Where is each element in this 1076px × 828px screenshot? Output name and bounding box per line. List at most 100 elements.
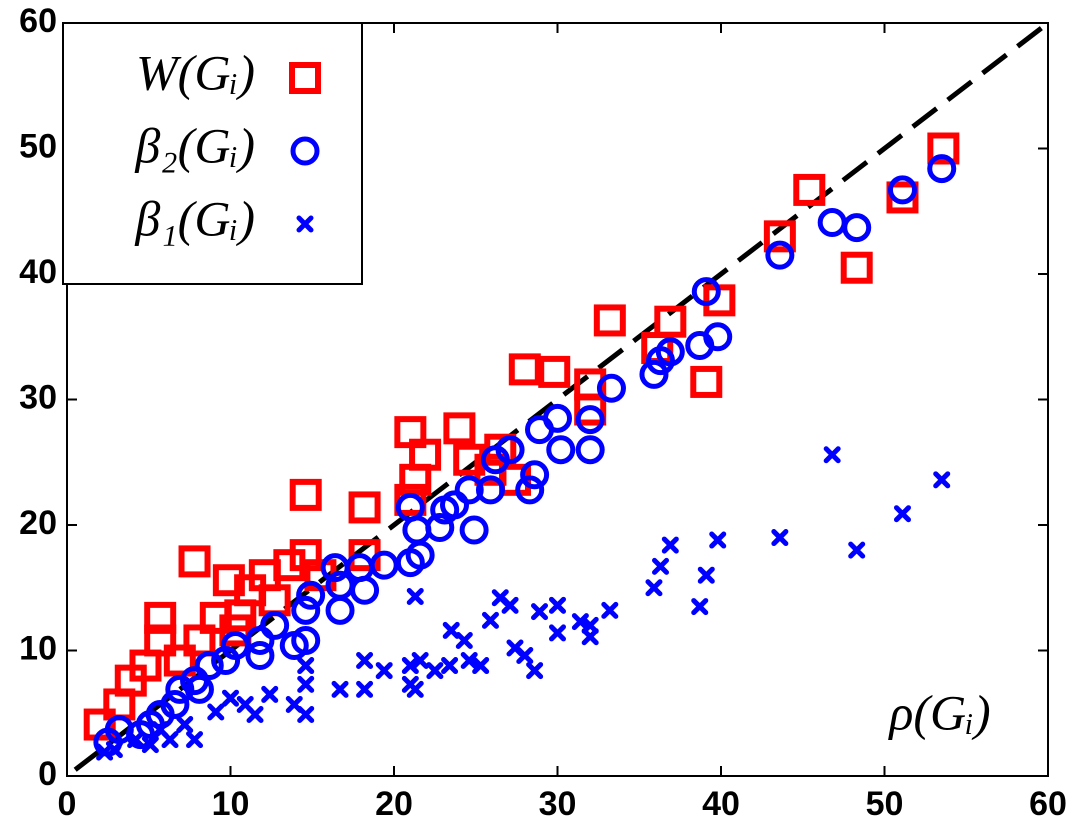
cross-marker [531, 603, 549, 621]
circle-marker [325, 595, 355, 625]
cross-marker [222, 689, 239, 707]
circle-marker [887, 175, 917, 205]
cross-marker [297, 657, 315, 675]
circle-marker [575, 405, 605, 435]
circle-marker [350, 575, 380, 605]
y-tick-label: 50 [19, 127, 57, 165]
x-tick-label: 20 [375, 785, 413, 823]
square-marker [144, 601, 177, 634]
cross-marker [933, 471, 951, 489]
legend-label: W(Gᵢ) [136, 44, 255, 100]
square-marker [927, 132, 960, 165]
x-tick-label: 0 [58, 785, 77, 823]
circle-marker [194, 651, 224, 681]
cross-marker [176, 716, 194, 734]
square-marker [394, 483, 427, 516]
square-marker [289, 62, 321, 94]
cross-marker [697, 566, 715, 584]
circle-marker [291, 595, 321, 625]
legend-box [62, 22, 363, 285]
cross-marker [411, 652, 429, 670]
cross-marker [571, 613, 589, 631]
x-tick-label: 60 [1029, 785, 1067, 823]
cross-marker [460, 652, 478, 670]
legend: W(Gᵢ) β₂(Gᵢ) β₁(Gᵢ) [62, 22, 363, 285]
square-marker [793, 173, 826, 206]
circle-marker [520, 460, 550, 490]
square-marker [690, 365, 723, 398]
circle-marker [184, 674, 214, 704]
cross-marker [481, 611, 499, 629]
x-tick-label: 30 [539, 785, 577, 823]
x-tick-label: 10 [212, 785, 250, 823]
cross-marker [296, 215, 314, 233]
circle-marker [430, 495, 460, 525]
y-tick-label: 60 [19, 2, 57, 40]
square-marker [840, 251, 873, 284]
cross-marker [356, 680, 374, 698]
cross-marker [709, 531, 727, 549]
circle-marker [927, 154, 957, 184]
cross-marker [472, 657, 490, 675]
circle-marker [685, 331, 715, 361]
square-marker [508, 353, 541, 386]
circle-marker [646, 346, 676, 376]
square-marker [129, 649, 162, 682]
cross-marker [331, 680, 349, 698]
cross-marker [426, 662, 444, 680]
x-axis-label: ρ(Gᵢ) [887, 684, 990, 740]
circle-marker [454, 475, 484, 505]
cross-marker [771, 529, 789, 547]
y-tick-label: 20 [19, 504, 57, 542]
x-tick-label: 40 [702, 785, 740, 823]
cross-marker [442, 621, 460, 639]
cross-marker [848, 541, 866, 559]
cross-marker [893, 505, 911, 523]
cross-marker [186, 731, 204, 749]
cross-marker [491, 589, 509, 607]
cross-marker [506, 639, 524, 657]
circle-marker [525, 415, 555, 445]
cross-marker [375, 662, 393, 680]
y-tick-label: 30 [19, 378, 57, 416]
circle-marker [691, 277, 721, 307]
cross-marker [526, 662, 544, 680]
cross-marker [581, 628, 599, 646]
x-tick-label: 50 [866, 785, 904, 823]
square-marker [183, 624, 216, 657]
circle-marker [245, 641, 275, 671]
circle-marker [639, 359, 669, 389]
cross-marker [261, 685, 279, 703]
cross-marker [549, 624, 566, 642]
y-tick-label: 0 [38, 755, 57, 793]
cross-marker [141, 736, 159, 754]
circle-marker [290, 136, 320, 166]
cross-marker [601, 601, 619, 619]
cross-marker [127, 731, 145, 749]
circle-marker [546, 435, 576, 465]
circle-marker [279, 630, 309, 660]
plot-frame [66, 22, 1049, 777]
circle-marker [211, 646, 241, 676]
circle-marker [260, 610, 290, 640]
cross-marker [691, 598, 709, 616]
cross-marker [96, 743, 114, 761]
square-marker [538, 355, 571, 388]
cross-marker [151, 721, 169, 739]
cross-marker [549, 596, 566, 614]
circle-marker [842, 213, 872, 243]
cross-marker [297, 675, 315, 693]
square-marker [763, 220, 796, 253]
circle-marker [475, 475, 505, 505]
cross-marker [455, 631, 473, 649]
cross-marker [406, 588, 424, 606]
circle-marker [402, 515, 432, 545]
circle-marker [165, 674, 195, 704]
circle-marker [320, 553, 350, 583]
cross-marker [823, 446, 841, 464]
circle-marker [817, 208, 847, 238]
square-marker [83, 708, 116, 741]
square-marker [574, 393, 607, 426]
cross-marker [645, 579, 663, 597]
